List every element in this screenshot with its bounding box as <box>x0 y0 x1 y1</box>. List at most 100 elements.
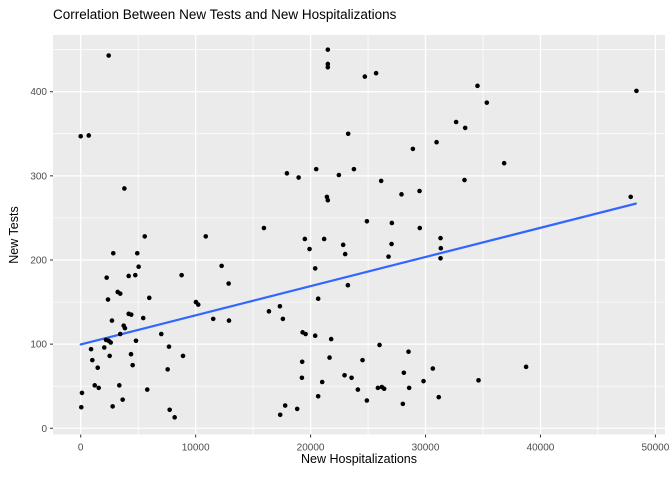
data-point <box>210 316 216 322</box>
data-point <box>172 415 177 420</box>
data-point <box>95 365 101 370</box>
data-point <box>342 251 348 257</box>
data-point <box>107 353 112 359</box>
data-point <box>410 146 416 152</box>
data-point <box>126 273 131 279</box>
data-point <box>144 387 150 392</box>
data-point <box>226 281 231 286</box>
data-point <box>104 275 109 280</box>
data-point <box>133 338 139 344</box>
panel-background <box>53 35 665 435</box>
data-point <box>434 139 439 145</box>
data-point <box>438 235 443 241</box>
data-point <box>399 192 404 197</box>
data-point <box>108 340 114 345</box>
x-tick-label: 20000 <box>297 443 325 454</box>
data-point <box>312 266 318 271</box>
data-point <box>325 197 331 203</box>
data-point <box>453 119 459 125</box>
data-point <box>438 245 444 251</box>
plot-title: Correlation Between New Tests and New Ho… <box>53 7 397 22</box>
data-point <box>406 349 411 355</box>
data-point <box>92 383 98 388</box>
data-point <box>277 303 283 309</box>
data-point <box>78 404 84 410</box>
data-point <box>128 312 134 317</box>
data-point <box>438 256 443 261</box>
data-point <box>375 385 381 391</box>
data-point <box>134 250 140 256</box>
data-point <box>140 315 146 321</box>
data-point <box>277 412 283 418</box>
x-tick-label: 30000 <box>412 443 440 454</box>
data-point <box>342 372 347 378</box>
data-point <box>117 331 123 337</box>
data-point <box>421 378 426 384</box>
data-point <box>475 83 480 89</box>
data-point <box>462 125 468 131</box>
data-point <box>313 166 319 172</box>
data-point <box>128 351 134 357</box>
data-point <box>349 375 354 381</box>
data-point <box>321 236 327 242</box>
data-point <box>523 364 529 370</box>
data-point <box>280 316 286 322</box>
data-point <box>117 291 123 296</box>
data-point <box>110 250 116 256</box>
data-point <box>120 397 125 402</box>
x-tick-label: 0 <box>78 443 84 454</box>
data-point <box>400 401 406 407</box>
data-point <box>86 133 92 138</box>
data-point <box>109 318 115 323</box>
data-point <box>117 383 122 388</box>
data-point <box>386 254 391 259</box>
data-point <box>328 336 334 342</box>
y-tick-label: 100 <box>30 340 47 351</box>
data-point <box>401 370 407 376</box>
x-tick-label: 50000 <box>642 443 670 454</box>
data-point <box>345 131 351 137</box>
data-point <box>226 318 232 323</box>
data-point <box>373 70 379 76</box>
data-point <box>90 357 95 363</box>
data-point <box>315 296 321 301</box>
data-point <box>166 344 172 349</box>
data-point <box>142 234 148 239</box>
data-point <box>362 74 368 79</box>
data-point <box>261 225 267 231</box>
data-point <box>377 342 382 348</box>
y-tick-label: 300 <box>30 171 47 182</box>
data-point <box>364 218 370 224</box>
data-point <box>325 61 331 67</box>
data-point <box>340 242 346 248</box>
data-point <box>219 263 224 269</box>
data-point <box>351 166 357 172</box>
data-point <box>203 234 209 239</box>
data-point <box>325 47 331 52</box>
data-point <box>96 385 101 391</box>
data-point <box>303 331 308 337</box>
data-point <box>501 160 507 166</box>
data-point <box>79 390 85 396</box>
data-point <box>167 407 172 413</box>
data-point <box>122 186 127 191</box>
data-point <box>325 65 331 70</box>
data-point <box>282 403 288 408</box>
data-point <box>312 333 318 339</box>
data-point <box>302 236 308 242</box>
data-point <box>284 171 290 176</box>
data-point <box>389 241 394 247</box>
data-point <box>78 134 84 139</box>
data-point <box>101 345 107 350</box>
data-point <box>299 359 305 365</box>
data-point <box>484 100 490 105</box>
data-point <box>406 385 412 391</box>
data-point <box>355 387 361 392</box>
data-point <box>136 264 141 270</box>
data-point <box>195 302 201 307</box>
data-point <box>307 246 312 252</box>
data-point <box>417 225 423 231</box>
data-point <box>106 53 111 58</box>
data-point <box>294 406 300 412</box>
